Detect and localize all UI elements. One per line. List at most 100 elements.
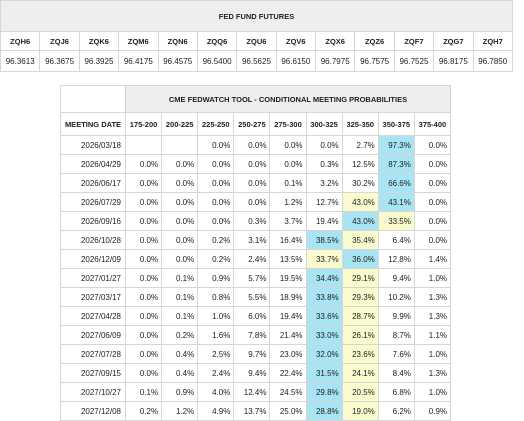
probability-cell: 38.5% [305, 230, 343, 250]
contract-price: 96.6150 [275, 50, 317, 72]
rate-range-header: 325-350 [341, 112, 379, 136]
meeting-date: 2026/12/09 [60, 249, 126, 269]
title-spacer [60, 85, 126, 113]
probability-cell: 0.0% [124, 230, 163, 250]
rate-range-header: 250-275 [233, 112, 271, 136]
probability-cell: 10.2% [377, 287, 415, 307]
probability-cell: 0.9% [197, 268, 235, 288]
probability-cell: 5.5% [233, 287, 271, 307]
probability-cell: 0.0% [197, 154, 235, 174]
probability-cell: 1.3% [413, 363, 452, 383]
meeting-date-header: MEETING DATE [60, 112, 126, 136]
probability-cell: 0.1% [124, 382, 163, 402]
meeting-date: 2027/10/27 [60, 382, 126, 402]
probability-cell: 0.0% [124, 249, 163, 269]
probability-cell: 12.7% [305, 192, 343, 212]
contract-price: 96.5400 [196, 50, 238, 72]
probability-cell: 22.4% [269, 363, 307, 383]
probability-cell: 1.0% [197, 306, 235, 326]
probability-cell [161, 135, 199, 155]
probability-cell: 97.3% [377, 135, 415, 155]
probability-cell: 33.5% [377, 211, 415, 231]
probability-cell: 24.1% [341, 363, 379, 383]
probability-cell: 0.0% [269, 135, 307, 155]
contract-code: ZQK6 [78, 31, 120, 51]
probability-cell: 31.5% [305, 363, 343, 383]
probability-cell: 0.0% [197, 211, 235, 231]
probability-cell: 36.0% [341, 249, 379, 269]
probability-cell: 6.0% [233, 306, 271, 326]
meeting-row: 2027/09/15 0.0% 0.4% 2.4% 9.4% 22.4% 31.5% 24.1… [60, 363, 452, 383]
meeting-row: 2026/07/29 0.0% 0.0% 0.0% 0.0% 1.2% 12.7% 43.0%… [60, 192, 452, 212]
meeting-row: 2027/01/27 0.0% 0.1% 0.9% 5.7% 19.5% 34.4% 29.1… [60, 268, 452, 288]
probability-cell: 19.5% [269, 268, 307, 288]
probability-cell: 13.5% [269, 249, 307, 269]
probability-cell: 1.1% [413, 325, 452, 345]
meeting-row: 2026/06/17 0.0% 0.0% 0.0% 0.0% 0.1% 3.2% 30.2% 6… [60, 173, 452, 193]
probability-cell: 9.4% [233, 363, 271, 383]
probability-cell: 33.0% [305, 325, 343, 345]
meeting-row: 2027/07/28 0.0% 0.4% 2.5% 9.7% 23.0% 32.0% 23.6… [60, 344, 452, 364]
probability-cell: 29.3% [341, 287, 379, 307]
probability-cell: 1.3% [413, 306, 452, 326]
contract-code: ZQF7 [393, 31, 435, 51]
probability-cell: 28.8% [305, 401, 343, 421]
probability-cell: 9.4% [377, 268, 415, 288]
probability-cell: 24.5% [269, 382, 307, 402]
probability-cell: 2.5% [197, 344, 235, 364]
probability-cell: 21.4% [269, 325, 307, 345]
meeting-date: 2026/04/29 [60, 154, 126, 174]
probability-cell: 20.5% [341, 382, 379, 402]
meeting-row: 2027/12/08 0.2% 1.2% 4.9% 13.7% 25.0% 28.8% 19.… [60, 401, 452, 421]
contract-price: 96.7850 [472, 50, 513, 72]
probability-cell: 1.6% [197, 325, 235, 345]
contract-price: 96.7525 [393, 50, 435, 72]
probability-cell: 0.3% [233, 211, 271, 231]
probability-cell: 23.6% [341, 344, 379, 364]
probability-cell: 9.9% [377, 306, 415, 326]
probability-cell [124, 135, 163, 155]
probability-cell: 19.4% [305, 211, 343, 231]
probability-cell: 33.8% [305, 287, 343, 307]
meeting-row: 2027/06/09 0.0% 0.2% 1.6% 7.8% 21.4% 33.0% 26.1… [60, 325, 452, 345]
probability-cell: 43.1% [377, 192, 415, 212]
contract-price: 96.3925 [78, 50, 120, 72]
rate-range-header: 200-225 [161, 112, 199, 136]
probability-cell: 0.0% [161, 249, 199, 269]
probability-cell: 0.0% [124, 173, 163, 193]
probability-cell: 19.0% [341, 401, 379, 421]
contract-code: ZQU6 [236, 31, 277, 51]
meeting-row: 2026/09/16 0.0% 0.0% 0.0% 0.3% 3.7% 19.4% 43.0%… [60, 211, 452, 231]
probability-cell: 0.0% [413, 135, 452, 155]
probability-cell: 0.0% [233, 173, 271, 193]
meeting-date: 2027/03/17 [60, 287, 126, 307]
fedwatch-title: CME FEDWATCH TOOL - CONDITIONAL MEETING … [125, 85, 451, 113]
probability-cell: 1.0% [413, 382, 452, 402]
probability-cell: 9.7% [233, 344, 271, 364]
probability-cell: 12.4% [233, 382, 271, 402]
futures-title: FED FUND FUTURES [0, 0, 513, 32]
meeting-row: 2027/10/27 0.1% 0.9% 4.0% 12.4% 24.5% 29.8% 20.… [60, 382, 452, 402]
rate-range-header: 350-375 [377, 112, 415, 136]
probability-cell: 0.2% [161, 325, 199, 345]
meeting-row: 2026/10/28 0.0% 0.0% 0.2% 3.1% 16.4% 38.5% 35.4… [60, 230, 452, 250]
probability-cell: 1.4% [413, 249, 452, 269]
probability-cell: 7.8% [233, 325, 271, 345]
meeting-row: 2027/03/17 0.0% 0.1% 0.8% 5.5% 18.9% 33.8% 29.3… [60, 287, 452, 307]
probability-cell: 0.4% [161, 344, 199, 364]
probability-cell: 0.0% [413, 154, 452, 174]
meeting-date: 2027/01/27 [60, 268, 126, 288]
probability-cell: 3.1% [233, 230, 271, 250]
probability-cell: 0.0% [161, 173, 199, 193]
probability-cell: 26.1% [341, 325, 379, 345]
probability-cell: 0.2% [197, 249, 235, 269]
meeting-date: 2026/06/17 [60, 173, 126, 193]
probability-cell: 0.0% [161, 211, 199, 231]
probability-cell: 3.2% [305, 173, 343, 193]
rate-range-header: 275-300 [269, 112, 307, 136]
probability-cell: 0.4% [161, 363, 199, 383]
contract-code: ZQJ6 [39, 31, 80, 51]
meeting-row: 2026/03/18 0.0% 0.0% 0.0% 0.0% 2.7% 97.3% 0.0% [60, 135, 452, 155]
contract-price: 96.7975 [314, 50, 356, 72]
probability-cell: 0.9% [413, 401, 452, 421]
